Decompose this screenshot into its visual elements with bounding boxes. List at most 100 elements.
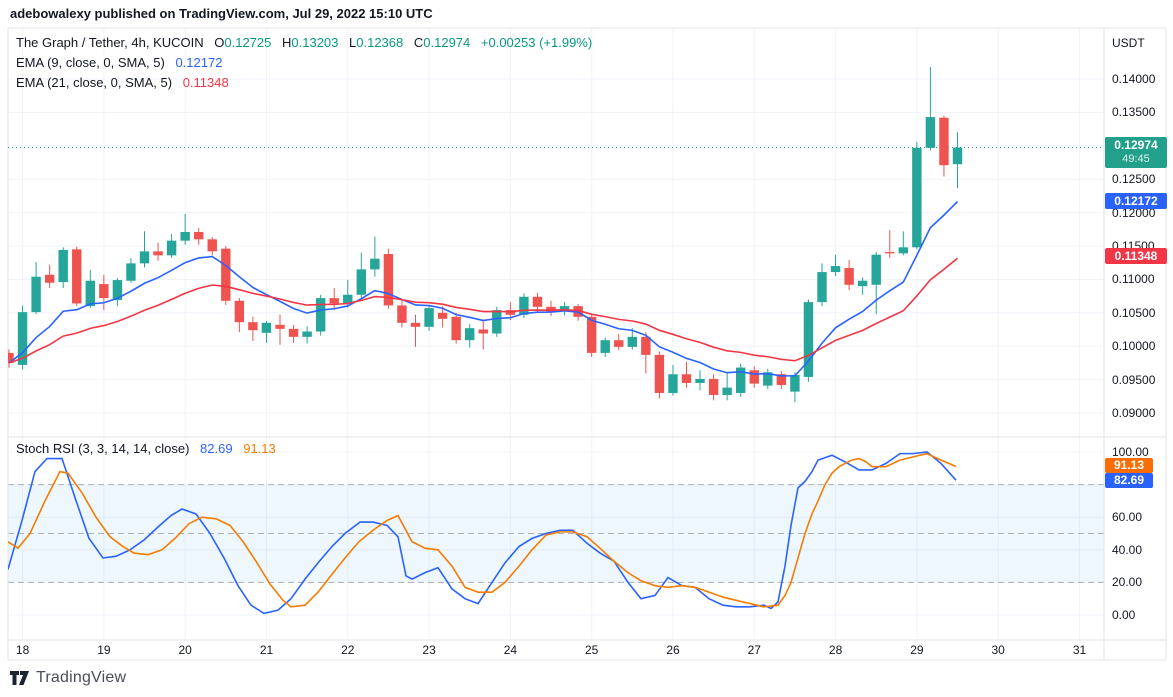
candle-body bbox=[99, 284, 109, 299]
last-price-value: 0.12974 bbox=[1114, 138, 1158, 152]
candle-body bbox=[370, 258, 380, 270]
bar-countdown: 49:45 bbox=[1122, 153, 1150, 165]
high-label: H bbox=[282, 35, 292, 50]
candle-body bbox=[424, 308, 434, 327]
candle-body bbox=[261, 322, 272, 333]
candle-body bbox=[329, 298, 339, 304]
date-tick-label: 30 bbox=[991, 643, 1005, 657]
candle-body bbox=[546, 306, 556, 312]
ema9-badge: 0.12172 bbox=[1105, 193, 1167, 209]
candle-body bbox=[343, 294, 353, 304]
price-tick-label: 0.12000 bbox=[1112, 205, 1156, 220]
candle-body bbox=[763, 372, 773, 386]
stoch-k-badge: 82.69 bbox=[1105, 473, 1153, 488]
ema21-label[interactable]: EMA (21, close, 0, SMA, 5) bbox=[16, 75, 173, 90]
candle-body bbox=[44, 274, 55, 283]
date-tick-label: 24 bbox=[503, 643, 518, 657]
candle-body bbox=[532, 296, 543, 307]
candle-body bbox=[695, 378, 705, 383]
candle-body bbox=[790, 374, 800, 392]
tradingview-footer[interactable]: TradingView bbox=[10, 669, 126, 687]
candle-body bbox=[871, 254, 881, 285]
candle-body bbox=[248, 322, 258, 331]
stoch-d-line bbox=[8, 452, 957, 608]
ema21-legend[interactable]: EMA (21, close, 0, SMA, 5) 0.11348 bbox=[16, 76, 229, 90]
candle-body bbox=[898, 247, 908, 254]
candle-body bbox=[857, 280, 868, 287]
open-label: O bbox=[214, 35, 225, 50]
candle-body bbox=[126, 263, 136, 281]
date-tick-label: 29 bbox=[910, 643, 924, 657]
candle-body bbox=[681, 374, 692, 383]
candle-body bbox=[830, 266, 841, 273]
price-tick-label: 0.09500 bbox=[1112, 372, 1156, 387]
close-label: C bbox=[413, 35, 424, 50]
candle-body bbox=[925, 117, 936, 148]
candle-body bbox=[397, 305, 407, 323]
candle-body bbox=[8, 352, 14, 363]
candle-body bbox=[586, 316, 597, 353]
price-tick-label: 0.11000 bbox=[1112, 272, 1155, 287]
high-value: 0.13203 bbox=[291, 35, 339, 50]
candle-body bbox=[302, 331, 312, 337]
candle-body bbox=[166, 240, 177, 256]
candle-body bbox=[668, 374, 678, 393]
date-tick-label: 31 bbox=[1072, 643, 1087, 657]
date-tick-label: 28 bbox=[828, 643, 843, 657]
candle-body bbox=[736, 367, 746, 393]
candle-body bbox=[356, 269, 366, 295]
symbol-title[interactable]: The Graph / Tether, 4h, KUCOIN bbox=[16, 35, 204, 50]
candle-body bbox=[939, 117, 949, 166]
stoch-rsi-legend[interactable]: Stoch RSI (3, 3, 14, 14, close) 82.69 91… bbox=[16, 442, 276, 456]
price-tick-label: 0.10000 bbox=[1112, 339, 1156, 354]
ema-9-line bbox=[8, 201, 959, 377]
price-tick-label: 0.14000 bbox=[1112, 72, 1156, 86]
stoch-d-badge: 91.13 bbox=[1105, 458, 1153, 473]
price-tick-label: 0.12500 bbox=[1112, 172, 1156, 187]
date-tick-label: 27 bbox=[747, 643, 761, 657]
candle-body bbox=[58, 250, 68, 283]
change-value: +0.00253 (+1.99%) bbox=[480, 35, 593, 50]
candle-body bbox=[112, 280, 123, 301]
published-byline: adebowalexy published on TradingView.com… bbox=[10, 6, 433, 21]
candle-body bbox=[803, 302, 814, 377]
candle-body bbox=[437, 312, 448, 319]
candle-body bbox=[952, 147, 963, 165]
ema9-legend[interactable]: EMA (9, close, 0, SMA, 5) 0.12172 bbox=[16, 56, 222, 70]
candle-body bbox=[722, 387, 732, 395]
tradingview-brand-text: TradingView bbox=[36, 669, 127, 686]
candle-body bbox=[885, 252, 895, 254]
candle-body bbox=[519, 296, 529, 315]
candle-body bbox=[654, 354, 665, 393]
candle-body bbox=[559, 306, 570, 312]
stoch-rsi-title[interactable]: Stoch RSI (3, 3, 14, 14, close) bbox=[16, 441, 190, 456]
low-label: L bbox=[349, 35, 357, 50]
candle-body bbox=[85, 280, 95, 307]
rsi-tick-label: 100.00 bbox=[1112, 445, 1149, 459]
candle-body bbox=[912, 147, 922, 248]
close-value: 0.12974 bbox=[423, 35, 471, 50]
candle-body bbox=[627, 336, 637, 347]
ema21-badge: 0.11348 bbox=[1105, 248, 1167, 264]
candle-body bbox=[234, 300, 245, 323]
price-tick-label: 0.10500 bbox=[1112, 305, 1156, 320]
rsi-tick-label: 40.00 bbox=[1112, 542, 1143, 557]
symbol-legend[interactable]: The Graph / Tether, 4h, KUCOIN O0.12725 … bbox=[16, 36, 592, 50]
candle-body bbox=[17, 312, 28, 365]
candle-body bbox=[614, 340, 624, 347]
candle-body bbox=[708, 378, 719, 395]
candle-body bbox=[31, 276, 41, 313]
candle-body bbox=[478, 329, 488, 334]
candle-body bbox=[72, 249, 82, 304]
candlesticks bbox=[8, 66, 963, 403]
candle-body bbox=[776, 374, 787, 385]
date-tick-label: 19 bbox=[97, 643, 111, 657]
candle-body bbox=[275, 324, 285, 329]
candle-body bbox=[207, 239, 217, 252]
candle-body bbox=[465, 328, 475, 341]
date-tick-label: 20 bbox=[178, 643, 192, 657]
ema9-label[interactable]: EMA (9, close, 0, SMA, 5) bbox=[16, 55, 165, 70]
candle-body bbox=[221, 248, 231, 301]
price-axis-unit: USDT bbox=[1112, 36, 1145, 50]
